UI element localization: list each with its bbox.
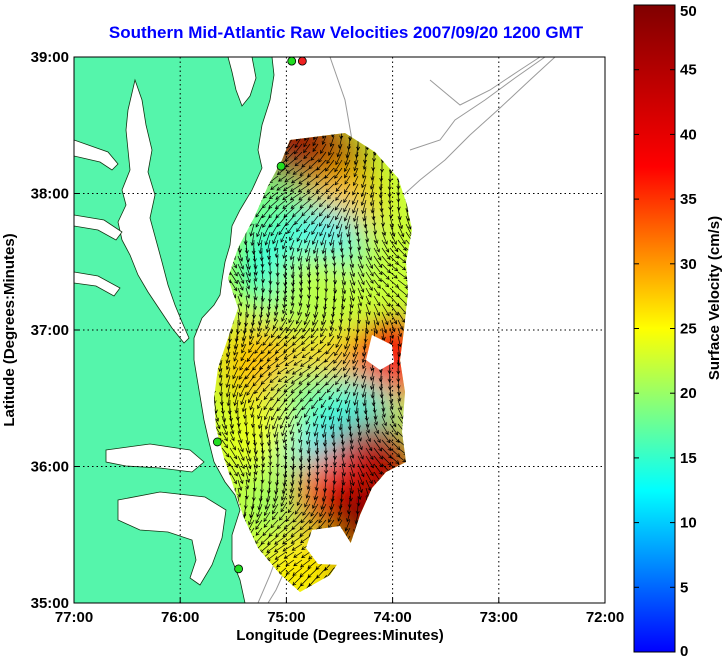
- vector-arrows: [214, 133, 412, 592]
- inland-river-south: [74, 271, 121, 297]
- y-tick-label: 35:00: [31, 595, 69, 612]
- sound-north: [105, 443, 205, 473]
- colorbar-label: Surface Velocity (cm/s): [706, 216, 723, 380]
- radar-stations: [212, 57, 307, 574]
- colorbar-tick-label: 0: [680, 643, 688, 659]
- radar-station-marker: [287, 57, 297, 66]
- radar-station-marker: [212, 437, 222, 447]
- colorbar-tick-label: 30: [680, 256, 697, 273]
- x-tick-label: 74:00: [373, 609, 411, 626]
- chesapeake-bay: [117, 78, 190, 344]
- plot-area: [73, 56, 606, 604]
- x-tick-label: 77:00: [55, 609, 93, 626]
- colorbar-tick-label: 45: [680, 62, 697, 79]
- x-axis: 77:00 76:00 75:00 74:00 73:00 72:00: [55, 598, 624, 626]
- sound-south: [117, 491, 227, 586]
- y-tick-label: 39:00: [31, 49, 69, 66]
- chart-title: Southern Mid-Atlantic Raw Velocities 200…: [109, 23, 584, 42]
- y-tick-label: 36:00: [31, 459, 69, 476]
- y-axis-label: Latitude (Degrees:Minutes): [1, 233, 18, 426]
- y-tick-label: 37:00: [31, 322, 69, 339]
- colorbar-tick-label: 35: [680, 191, 697, 208]
- x-tick-label: 76:00: [161, 609, 199, 626]
- data-gap-south: [306, 526, 352, 565]
- data-gap-center: [366, 335, 394, 370]
- x-tick-label: 73:00: [480, 609, 518, 626]
- colorbar-tick-label: 5: [680, 579, 688, 596]
- colorbar-tick-label: 40: [680, 126, 697, 143]
- colorbar-tick-label: 20: [680, 385, 697, 402]
- y-axis: 35:00 36:00 37:00 38:00 39:00: [31, 49, 79, 612]
- colorbar-tick-label: 10: [680, 515, 697, 532]
- radar-station-marker: [297, 57, 307, 66]
- x-axis-label: Longitude (Degrees:Minutes): [236, 627, 444, 644]
- colorbar-tick-label: 15: [680, 450, 697, 467]
- colorbar-gradient: [633, 4, 676, 653]
- x-tick-label: 75:00: [267, 609, 305, 626]
- inland-river-north: [74, 139, 119, 171]
- colorbar-tick-label: 50: [680, 3, 697, 20]
- radar-station-marker: [234, 564, 244, 574]
- inland-river-mid: [74, 214, 123, 241]
- colorbar: 0 5 10 15 20 25 30 35 40 45 50 Surface Velocity (c…: [633, 3, 723, 659]
- colorbar-ticks: 0 5 10 15 20 25 30 35 40 45 50: [634, 3, 697, 659]
- colorbar-tick-label: 25: [680, 321, 697, 338]
- velocity-vectors: [214, 133, 412, 592]
- radar-station-marker: [276, 161, 286, 171]
- delaware-bay: [227, 57, 257, 107]
- y-tick-label: 38:00: [31, 186, 69, 203]
- x-tick-label: 72:00: [586, 609, 624, 626]
